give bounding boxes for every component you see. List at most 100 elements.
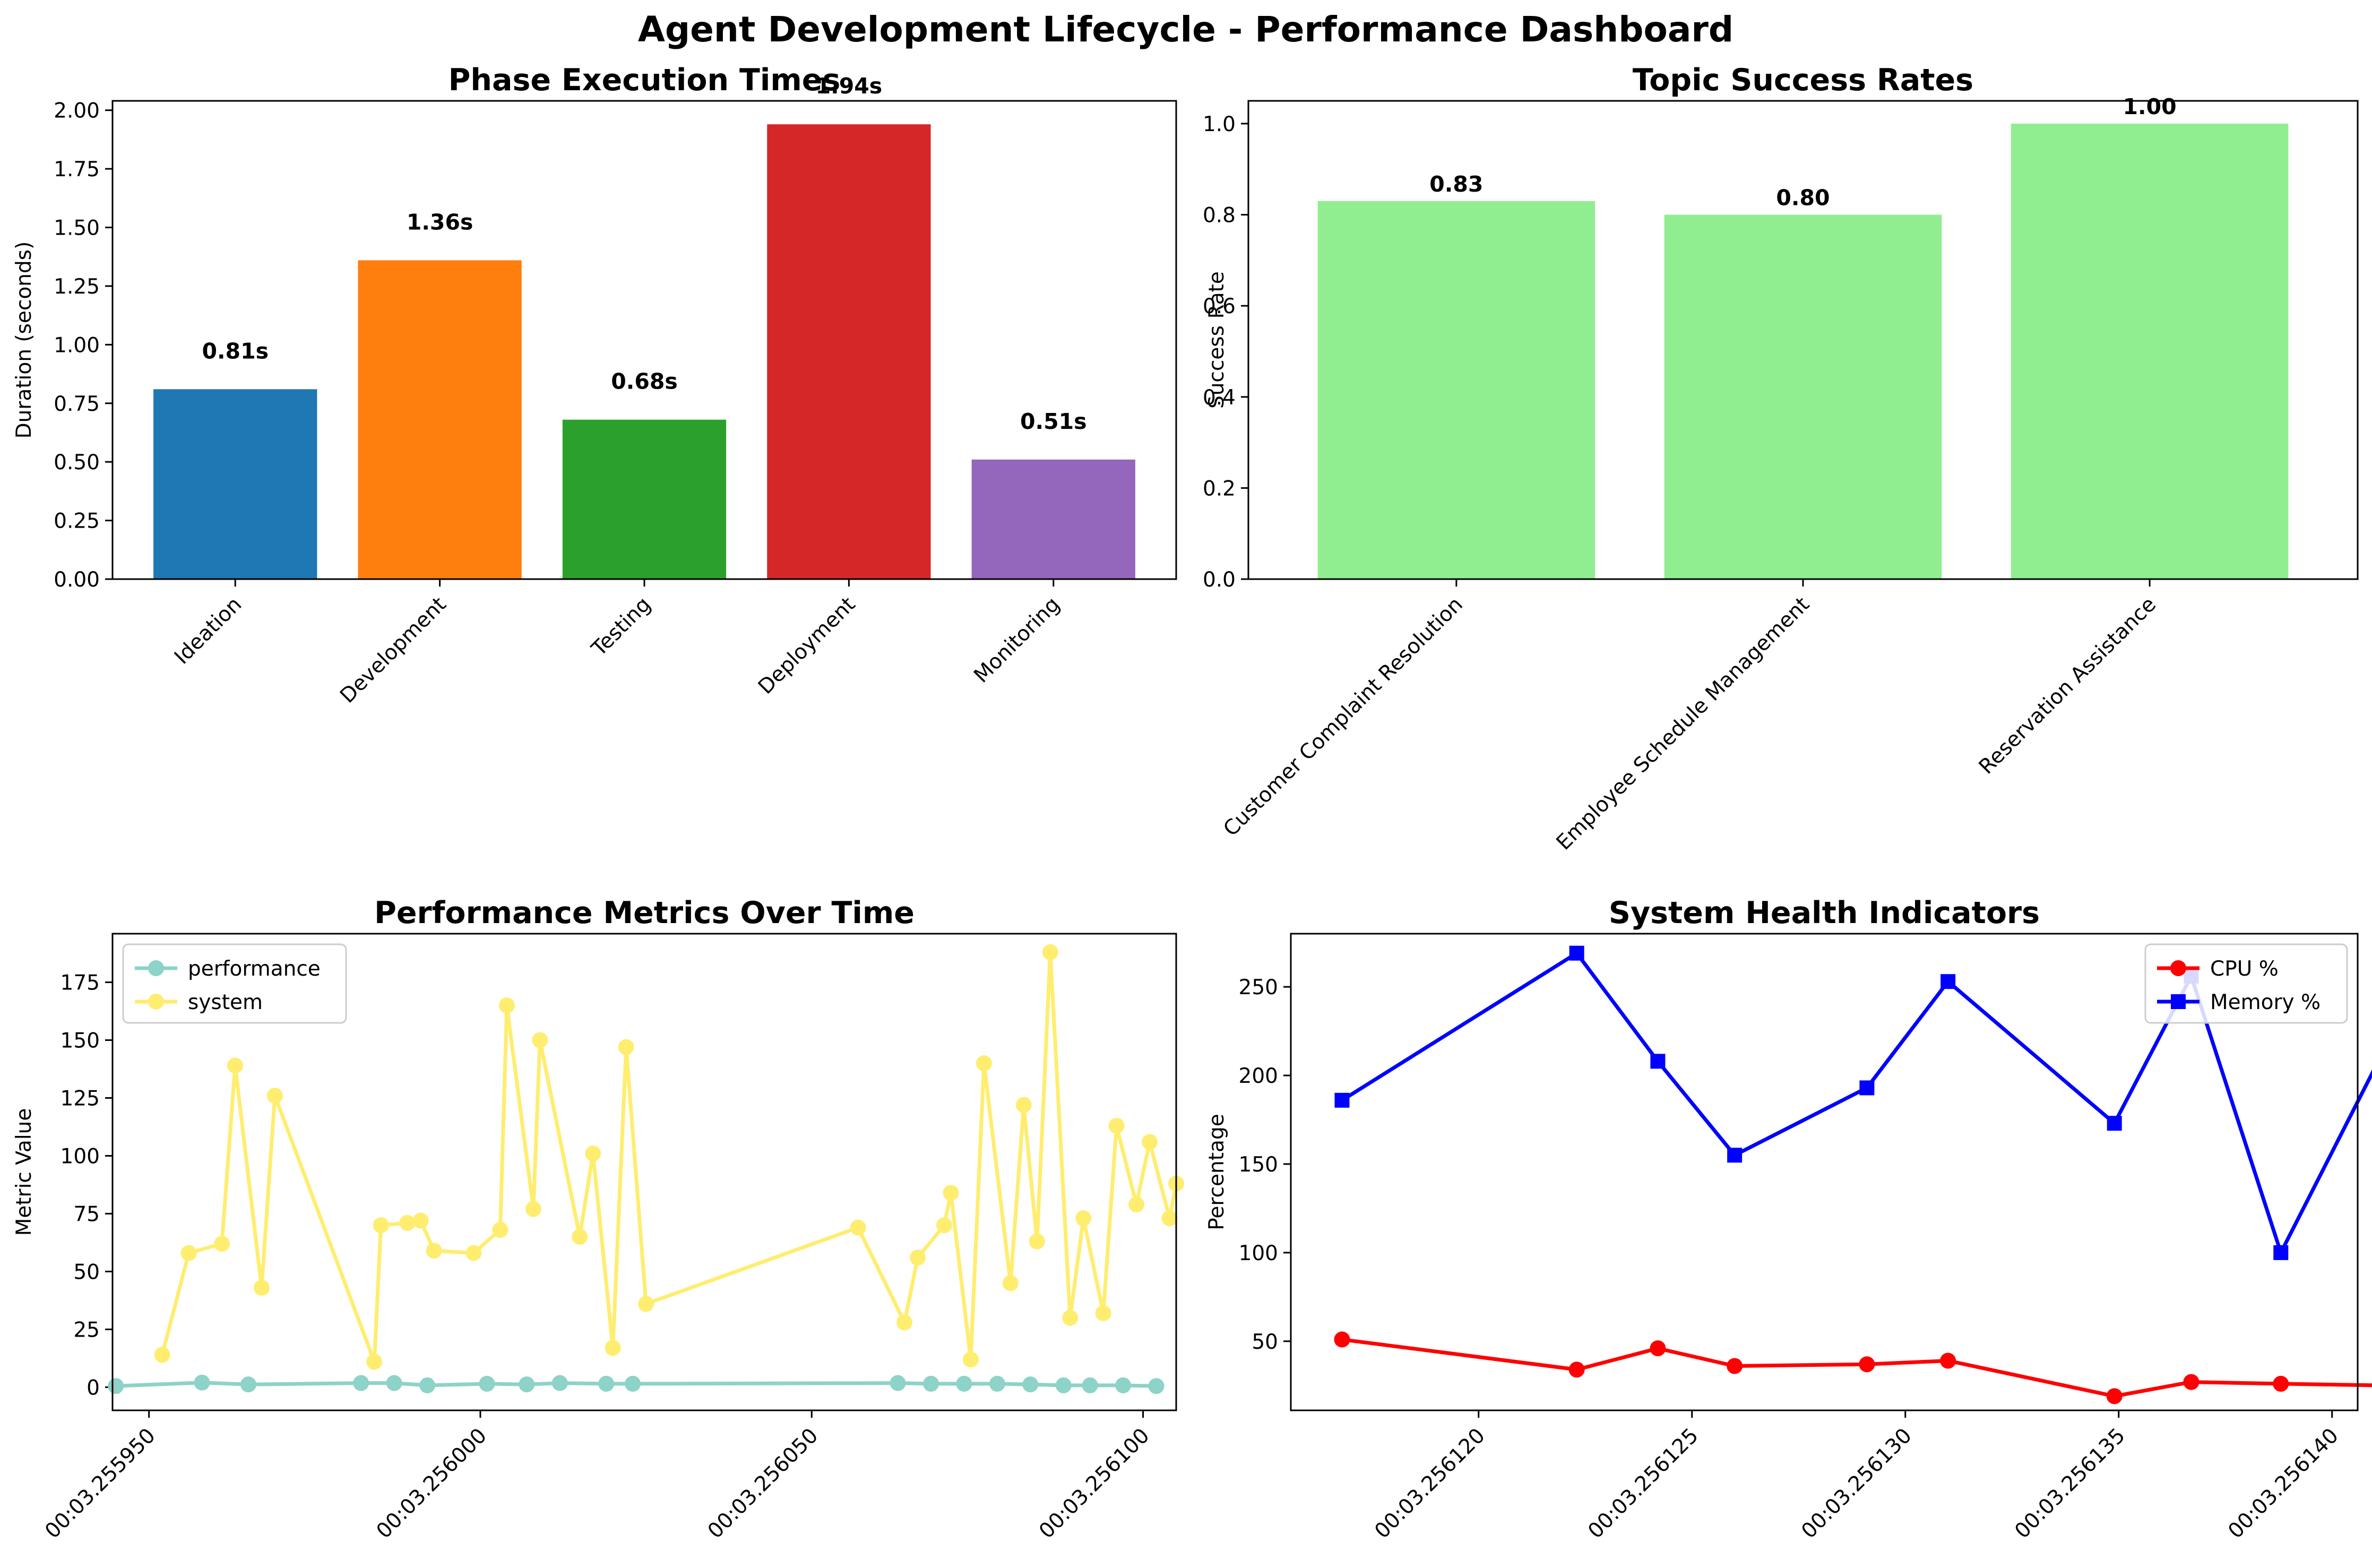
bar-value-label: 0.80 xyxy=(1776,185,1830,211)
legend-label: system xyxy=(188,990,263,1014)
series-line-cpu xyxy=(1342,1338,2372,1398)
data-point-performance xyxy=(598,1375,615,1392)
data-point-system xyxy=(214,1236,230,1252)
y-tick-label: 200 xyxy=(1239,1064,1278,1088)
data-point-system xyxy=(525,1201,541,1217)
data-point-system xyxy=(910,1250,926,1266)
data-point-system xyxy=(850,1219,866,1236)
data-point-memory xyxy=(2107,1116,2122,1131)
data-point-system xyxy=(399,1214,416,1231)
y-tick-label: 50 xyxy=(73,1260,100,1284)
data-point-system xyxy=(962,1351,979,1368)
y-tick-label: 0.25 xyxy=(54,510,100,533)
page-title: Agent Development Lifecycle - Performanc… xyxy=(638,9,1733,50)
y-tick-label: 1.00 xyxy=(54,333,100,357)
bar-value-label: 1.36s xyxy=(407,209,473,235)
phase-execution-times-chart: Phase Execution Times Duration (seconds) 0… xyxy=(12,63,1177,708)
data-point-performance xyxy=(194,1374,210,1391)
data-point-cpu xyxy=(1568,1362,1585,1378)
data-point-system xyxy=(180,1245,197,1261)
data-point-system xyxy=(1075,1210,1092,1227)
data-point-memory xyxy=(2273,1245,2289,1260)
data-point-performance xyxy=(479,1375,495,1392)
topic-success-rates-chart: Topic Success Rates Success Rate 0.83 Custo… xyxy=(1203,63,2359,855)
data-point-performance xyxy=(923,1375,939,1392)
x-tick-label: Employee Schedule Management xyxy=(1552,592,1814,855)
data-point-system xyxy=(412,1212,429,1229)
x-tick-label: Ideation xyxy=(170,592,246,669)
data-point-system xyxy=(426,1243,442,1259)
bar-value-label: 0.81s xyxy=(202,338,269,364)
data-point-performance xyxy=(890,1375,906,1391)
bar-deployment xyxy=(767,124,931,579)
data-point-system xyxy=(936,1217,952,1234)
data-point-memory xyxy=(1334,1092,1350,1108)
axes-frame xyxy=(111,100,1177,580)
data-point-performance xyxy=(989,1375,1005,1392)
data-point-performance xyxy=(1055,1377,1072,1393)
y-tick-label: 0.50 xyxy=(54,451,100,475)
y-tick-label: 0.2 xyxy=(1203,477,1236,501)
axes-frame xyxy=(111,933,1177,1411)
legend-marker xyxy=(148,994,164,1010)
data-point-cpu xyxy=(2183,1374,2200,1390)
data-point-system xyxy=(532,1032,548,1048)
data-point-system xyxy=(618,1039,634,1055)
y-tick-label: 2.00 xyxy=(54,99,100,123)
data-point-system xyxy=(498,997,515,1014)
data-point-performance xyxy=(353,1375,369,1391)
x-tick-label: 00:03.256120 xyxy=(1370,1424,1489,1543)
legend: performance system xyxy=(122,943,347,1024)
data-point-system xyxy=(373,1217,389,1234)
x-tick-label: 00:03.256135 xyxy=(2010,1424,2129,1543)
legend-label: Memory % xyxy=(2210,990,2321,1014)
data-point-system xyxy=(1042,944,1058,960)
data-point-system xyxy=(1161,1210,1178,1227)
y-tick-label: 250 xyxy=(1239,976,1278,1000)
y-tick-label: 0 xyxy=(87,1376,100,1400)
data-point-system xyxy=(585,1145,601,1162)
data-point-system xyxy=(605,1340,621,1356)
legend-label: CPU % xyxy=(2210,957,2279,981)
series-line-system xyxy=(160,950,1178,1364)
data-point-system xyxy=(465,1245,482,1261)
data-point-memory xyxy=(1859,1080,1875,1096)
bar-reservation-assistance xyxy=(2011,123,2289,579)
data-point-performance xyxy=(419,1377,436,1393)
legend-marker xyxy=(2171,994,2186,1009)
data-point-cpu xyxy=(1727,1358,1743,1374)
bar-monitoring xyxy=(971,459,1135,579)
data-point-performance xyxy=(551,1375,568,1391)
x-tick-label: 00:03.256000 xyxy=(372,1424,491,1543)
data-point-cpu xyxy=(2106,1388,2123,1405)
bar-customer-complaint-resolution xyxy=(1317,201,1595,579)
data-point-memory xyxy=(1569,945,1584,961)
legend: CPU % Memory % xyxy=(2144,943,2348,1024)
y-tick-label: 0.75 xyxy=(54,392,100,416)
data-point-system xyxy=(1029,1233,1045,1250)
data-point-cpu xyxy=(2273,1375,2289,1392)
y-tick-label: 1.0 xyxy=(1203,113,1236,136)
bar-development xyxy=(358,260,522,579)
data-point-system xyxy=(572,1229,588,1245)
y-tick-label: 150 xyxy=(1239,1153,1278,1177)
data-point-performance xyxy=(386,1375,402,1391)
y-tick-label: 50 xyxy=(1252,1330,1278,1354)
data-point-performance xyxy=(108,1378,124,1394)
data-point-system xyxy=(154,1347,170,1363)
data-point-cpu xyxy=(1334,1331,1350,1348)
data-point-system xyxy=(1128,1196,1145,1213)
y-tick-label: 0.8 xyxy=(1203,204,1236,228)
x-tick-label: Testing xyxy=(587,592,655,661)
x-tick-label: 00:03.256100 xyxy=(1034,1424,1154,1543)
x-tick-label: Reservation Assistance xyxy=(1974,592,2161,779)
system-health-chart: System Health Indicators Percentage 00:03.… xyxy=(1205,895,2372,1544)
chart-title: Phase Execution Times xyxy=(448,63,841,98)
data-point-system xyxy=(1142,1134,1158,1150)
y-tick-label: 100 xyxy=(61,1144,100,1168)
y-tick-label: 1.50 xyxy=(54,217,100,240)
data-point-performance xyxy=(1022,1376,1039,1393)
data-point-system xyxy=(976,1055,992,1072)
x-tick-label: 00:03.255950 xyxy=(40,1424,160,1543)
data-point-cpu xyxy=(1650,1340,1666,1357)
